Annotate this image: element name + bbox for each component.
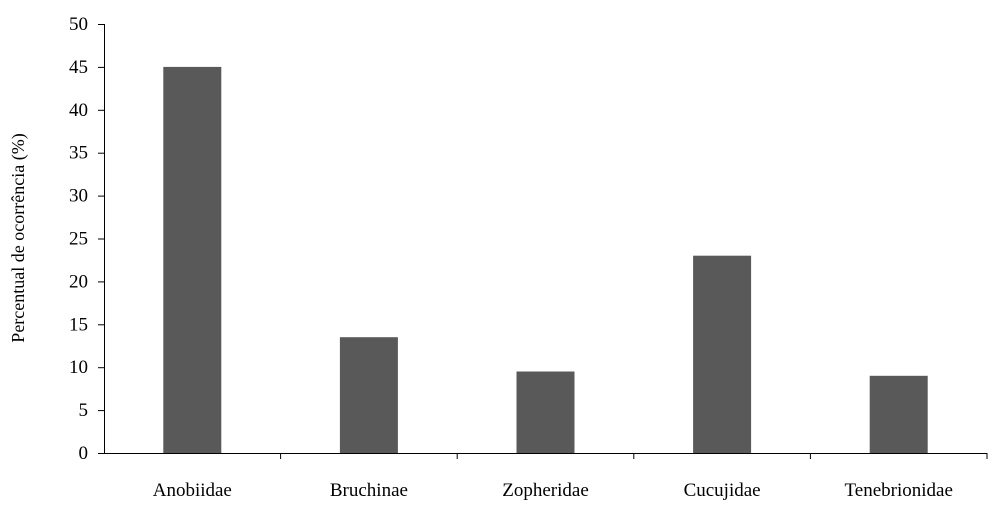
y-tick-label: 0 [79, 443, 89, 464]
y-tick-label: 35 [69, 143, 88, 164]
x-category-label: Anobiidae [153, 480, 232, 501]
x-category-label: Bruchinae [330, 480, 408, 501]
bar-cucujidae [693, 255, 752, 453]
bar-tenebrionidae [869, 375, 928, 453]
x-category-label: Zopheridae [502, 480, 589, 501]
bars-group [163, 66, 928, 454]
x-category-label: Tenebrionidae [844, 480, 952, 501]
y-tick-label: 15 [69, 314, 88, 335]
bar-anobiidae [163, 66, 222, 454]
bar-bruchinae [339, 337, 398, 453]
y-tick-label: 10 [69, 357, 88, 378]
x-labels-group: Anobiidae Bruchinae Zopheridae Cucujidae Ten… [153, 480, 953, 501]
y-tick-label: 40 [69, 100, 88, 121]
y-axis-title: Percentual de ocorrência (%) [8, 133, 29, 342]
y-ticks-group: 0 5 10 15 20 25 30 35 40 45 50 [69, 14, 104, 464]
y-tick-label: 50 [69, 14, 88, 35]
y-tick-label: 20 [69, 271, 88, 292]
y-tick-label: 5 [79, 400, 89, 421]
x-category-label: Cucujidae [684, 480, 761, 501]
bar-zopheridae [516, 371, 575, 453]
y-tick-label: 45 [69, 57, 88, 78]
y-tick-label: 25 [69, 229, 88, 250]
y-tick-label: 30 [69, 186, 88, 207]
axes-group [104, 24, 988, 459]
